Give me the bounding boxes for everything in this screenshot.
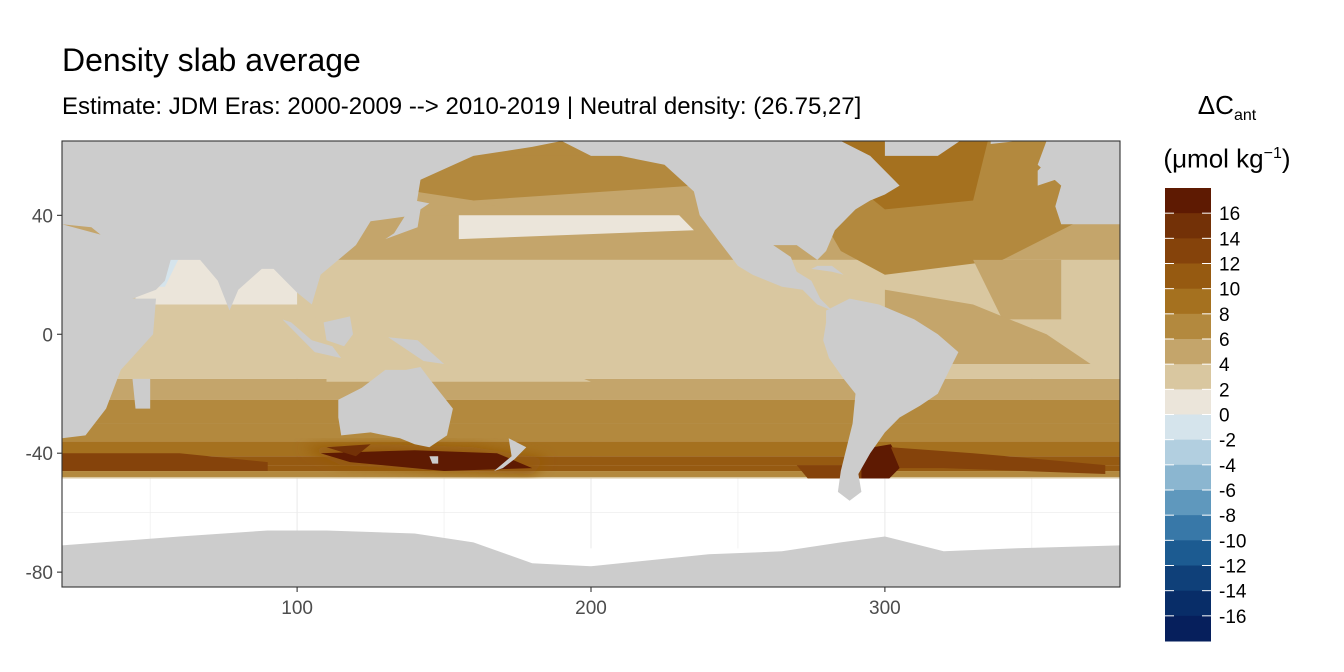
ocean-band [62, 456, 1120, 466]
legend-title-main: ΔC [1197, 90, 1234, 120]
north-pacific-light-patch [458, 215, 694, 240]
landmass [323, 316, 353, 347]
land-masses [62, 141, 1120, 587]
equatorial-indian-patch [135, 304, 327, 359]
colorbar-swatch [1165, 313, 1211, 340]
x-tick-label: 100 [281, 598, 313, 619]
colorbar-label: 2 [1219, 380, 1230, 401]
colorbar-label: 10 [1219, 280, 1240, 301]
australia-anomaly-edge [326, 444, 371, 457]
ocean-band [62, 378, 1120, 400]
landmass [1037, 141, 1120, 225]
colorbar-swatch [1165, 364, 1211, 390]
indian-southern-band [62, 453, 268, 471]
colorbar-swatch [1165, 590, 1211, 617]
colorbar-label: -10 [1219, 531, 1246, 552]
landmass [388, 337, 445, 364]
colorbar-swatch [1165, 439, 1211, 466]
landmass [338, 367, 453, 448]
y-tick-label: 0 [42, 325, 53, 346]
colorbar-swatch [1165, 188, 1211, 214]
colorbar-label: -2 [1219, 431, 1236, 452]
colorbar-swatch [1165, 263, 1211, 290]
colorbar-label: -4 [1219, 456, 1236, 477]
legend-title: ΔCant (μmol kg−1) [1152, 86, 1302, 178]
colorbar-label: -16 [1219, 607, 1246, 628]
landmass [132, 378, 151, 409]
y-tick-label: -40 [26, 444, 53, 465]
colorbar-swatch [1165, 238, 1211, 264]
north-pacific-patch [414, 155, 694, 201]
landmass [62, 224, 156, 439]
colorbar-swatch [1165, 414, 1211, 441]
landmass [429, 456, 439, 464]
map-panel [62, 141, 1120, 587]
ocean-band [62, 471, 1120, 477]
x-tick-label: 300 [869, 598, 901, 619]
y-tick-label: -80 [26, 563, 53, 584]
legend-title-subscript: ant [1233, 107, 1257, 125]
colorbar-label: -6 [1219, 481, 1236, 502]
legend-unit-superscript: −1 [1263, 145, 1282, 163]
landmass [990, 141, 1018, 144]
australia-anomaly-core [320, 450, 533, 471]
x-tick-label: 200 [575, 598, 607, 619]
ocean-band [62, 465, 1120, 472]
chart-subtitle: Estimate: JDM Eras: 2000-2009 --> 2010-2… [62, 93, 862, 120]
landmass [811, 265, 844, 275]
landmass [823, 298, 959, 501]
landmass [62, 530, 1120, 587]
landmass [884, 141, 960, 156]
colorbar-swatch [1165, 213, 1211, 239]
legend-unit-prefix: (μmol kg [1163, 143, 1264, 174]
ocean-band [62, 423, 1120, 442]
colorbar-label: 14 [1219, 229, 1241, 250]
landmass [62, 141, 562, 311]
ocean-band [62, 399, 1120, 424]
landmass [494, 438, 527, 471]
landmass [282, 319, 342, 359]
colorbar-swatch [1165, 540, 1211, 566]
colorbar-label: -12 [1219, 557, 1246, 578]
landmass [385, 200, 430, 240]
colorbar-label: 16 [1219, 204, 1240, 225]
kuroshio-patch [385, 191, 533, 216]
colorbar-swatch [1165, 464, 1211, 491]
colorbar-swatch [1165, 490, 1211, 516]
landmass [561, 141, 900, 311]
colorbar-swatch [1165, 288, 1211, 315]
east-atlantic-patch [973, 259, 1062, 320]
legend-unit-suffix: ) [1281, 143, 1291, 174]
colorbar: 16 14 12 10 8 6 4 2 0 -2 -4 -6 -8 -10 -12 -14 -16 [1165, 188, 1247, 642]
south-atlantic-anomaly-band [890, 447, 1106, 474]
colorbar-label: -14 [1219, 582, 1247, 603]
colorbar-swatch [1165, 339, 1211, 365]
colorbar-swatch [1165, 565, 1211, 592]
colorbar-label: 12 [1219, 255, 1240, 276]
colorbar-label: 6 [1219, 330, 1230, 351]
colorbar-label: -8 [1219, 506, 1236, 527]
colorbar-swatch [1165, 515, 1211, 541]
colorbar-label: 4 [1219, 355, 1230, 376]
chart-title: Density slab average [62, 42, 361, 78]
colorbar-label: 8 [1219, 305, 1230, 326]
y-tick-label: 40 [32, 206, 53, 227]
colorbar-swatch [1165, 615, 1211, 642]
colorbar-swatch [1165, 389, 1211, 415]
colorbar-label: 0 [1219, 406, 1230, 427]
